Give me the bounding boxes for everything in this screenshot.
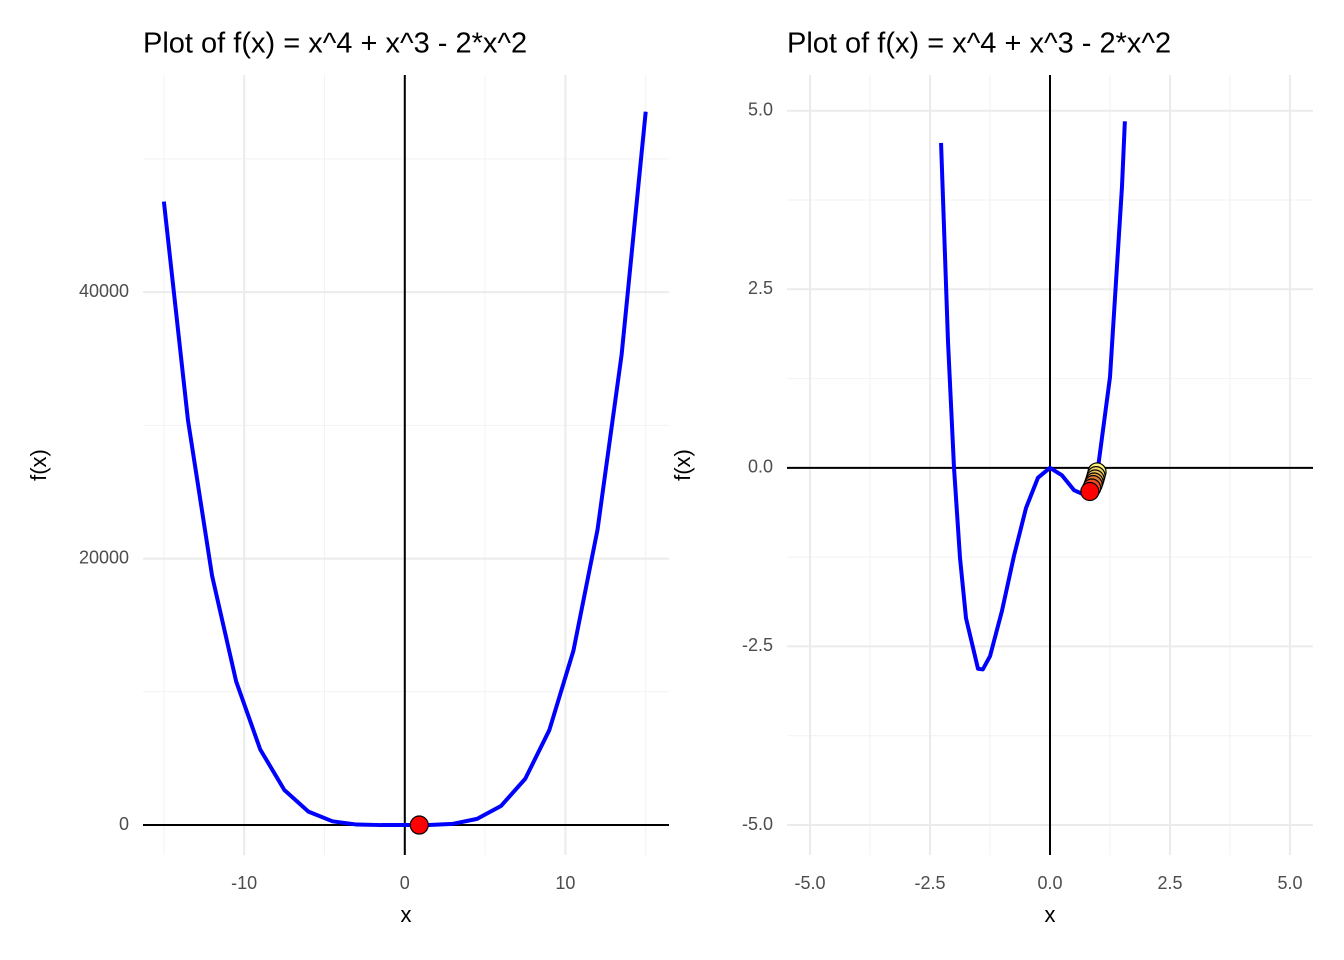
function-curve <box>939 121 1127 672</box>
x-tick-label: 10 <box>555 873 575 893</box>
y-tick-label: 0 <box>119 814 129 834</box>
y-axis-label: f(x) <box>670 449 695 481</box>
y-axis-label: f(x) <box>26 449 51 481</box>
x-tick-label: -10 <box>231 873 257 893</box>
y-tick-label: 20000 <box>79 547 129 567</box>
y-tick-label: 2.5 <box>748 278 773 298</box>
x-tick-label: -2.5 <box>915 873 946 893</box>
y-tick-label: -5.0 <box>742 814 773 834</box>
function-curve <box>161 111 648 828</box>
chart-title: Plot of f(x) = x^4 + x^3 - 2*x^2 <box>787 28 1171 60</box>
y-tick-label: -2.5 <box>742 635 773 655</box>
x-tick-label: 5.0 <box>1277 873 1302 893</box>
y-tick-label: 40000 <box>79 281 129 301</box>
descent-point <box>409 815 429 835</box>
x-tick-label: 2.5 <box>1157 873 1182 893</box>
x-tick-label: -5.0 <box>795 873 826 893</box>
chart-title: Plot of f(x) = x^4 + x^3 - 2*x^2 <box>143 28 527 60</box>
y-tick-label: 0.0 <box>748 457 773 477</box>
x-tick-label: 0 <box>400 873 410 893</box>
descent-point <box>1080 481 1100 502</box>
y-tick-label: 5.0 <box>748 99 773 119</box>
x-tick-label: 0.0 <box>1037 873 1062 893</box>
x-axis-label: x <box>1045 902 1056 927</box>
x-axis-label: x <box>401 902 412 927</box>
